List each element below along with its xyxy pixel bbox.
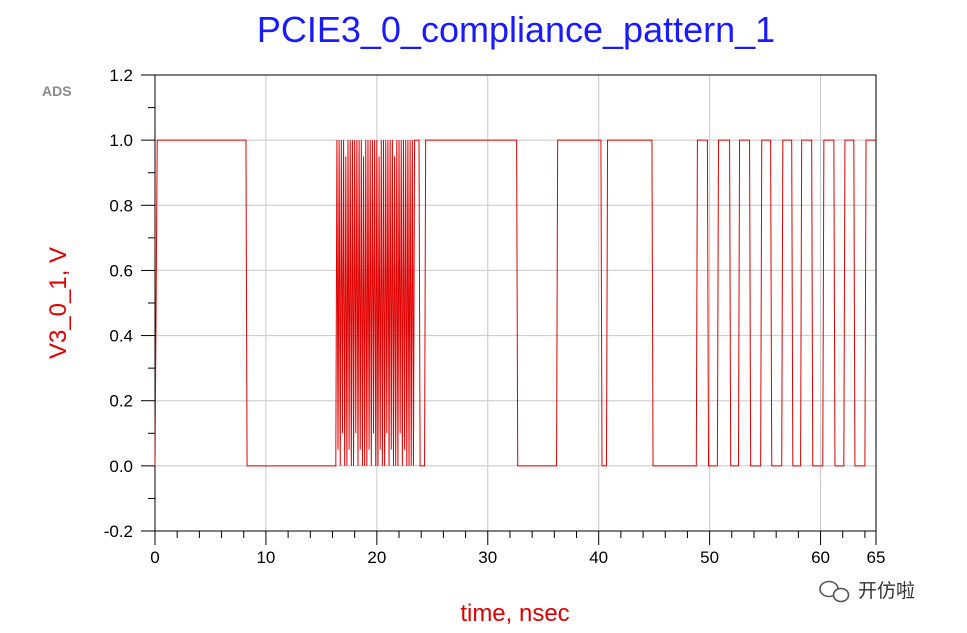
y-tick-labels: -0.2 0.0 0.2 0.4 0.6 0.8 1.0 1.2 <box>104 66 133 541</box>
grid <box>155 75 876 531</box>
wechat-bubbles-icon <box>819 580 850 603</box>
x-tick-label: 65 <box>867 548 886 567</box>
y-tick-label: 0.4 <box>109 327 133 346</box>
x-tick-label: 20 <box>367 548 386 567</box>
y-tick-label: 1.0 <box>109 131 133 150</box>
y-tick-label: 0.8 <box>109 196 133 215</box>
x-axis-label: time, nsec <box>460 600 569 627</box>
y-tick-label: 1.2 <box>109 66 133 85</box>
y-tick-label: 0.2 <box>109 392 133 411</box>
x-tick-label: 40 <box>589 548 608 567</box>
chart-title: PCIE3_0_compliance_pattern_1 <box>257 9 775 50</box>
x-tick-labels: 0 10 20 30 40 50 60 65 <box>150 548 885 567</box>
tick-marks <box>141 74 877 545</box>
watermark-text: 开仿啦 <box>858 580 915 602</box>
x-tick-label: 50 <box>700 548 719 567</box>
x-tick-label: 30 <box>478 548 497 567</box>
y-tick-label: 0.6 <box>109 261 133 280</box>
plot-frame <box>154 74 877 532</box>
y-tick-label: 0.0 <box>109 457 133 476</box>
x-tick-label: 0 <box>150 548 159 567</box>
y-tick-label: -0.2 <box>104 522 133 541</box>
x-tick-label: 10 <box>256 548 275 567</box>
x-tick-label: 60 <box>811 548 830 567</box>
ads-badge: ADS <box>42 83 72 99</box>
series-line <box>154 139 876 467</box>
y-axis-label: V3_0_1, V <box>45 247 72 359</box>
